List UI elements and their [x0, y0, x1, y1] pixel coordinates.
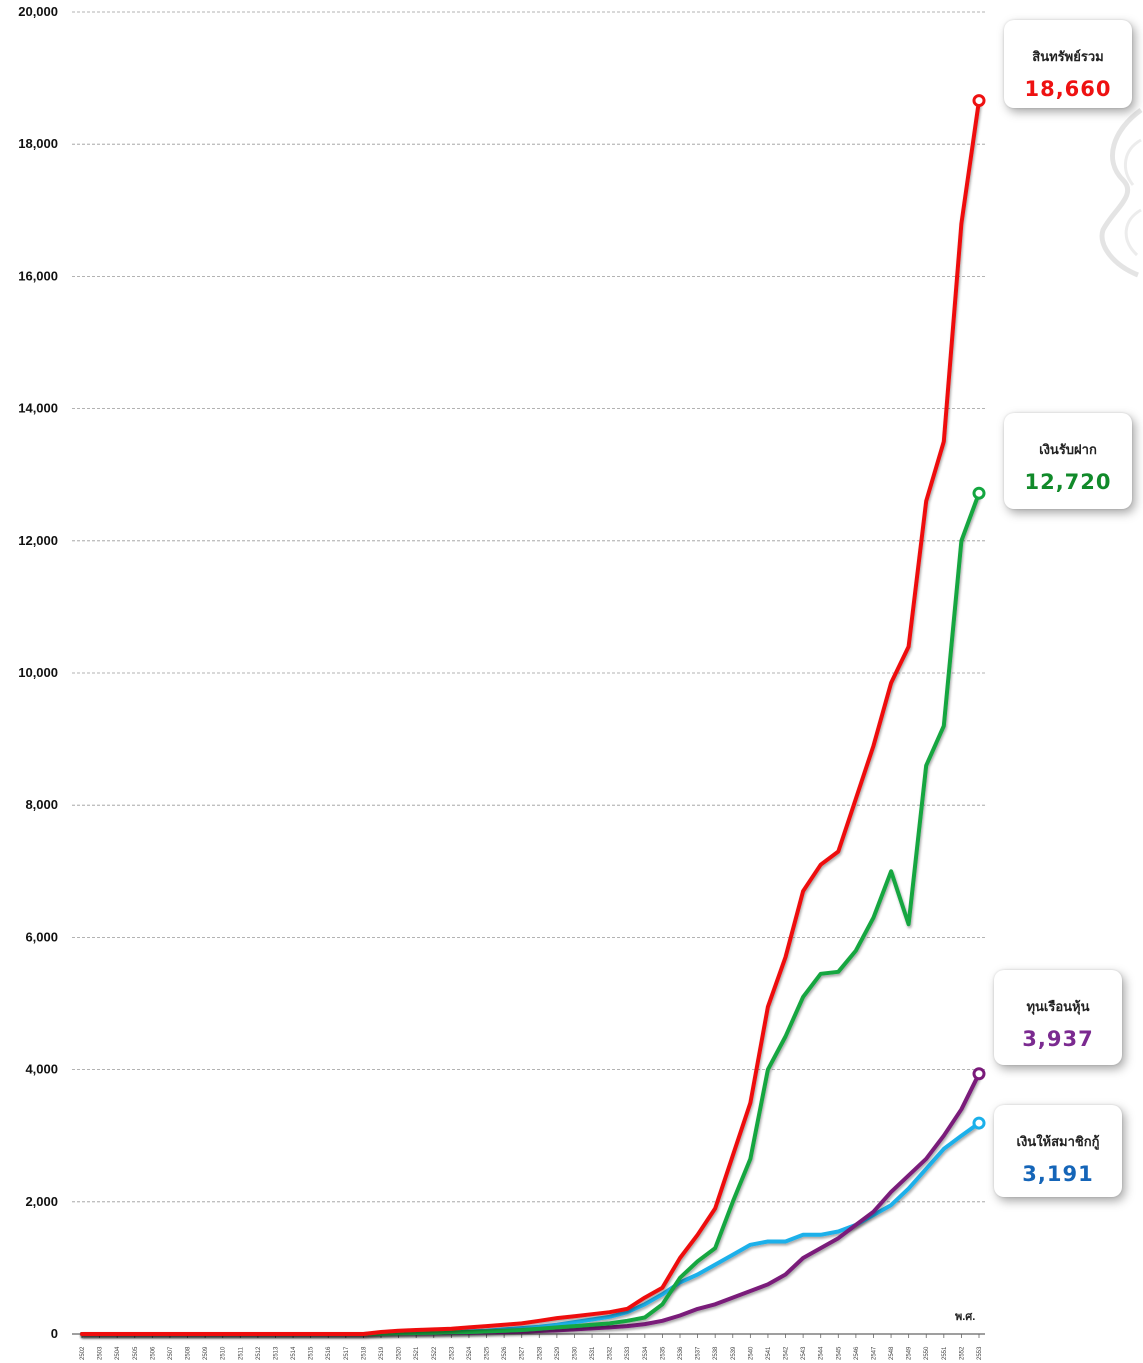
x-tick-label: 2525: [485, 1346, 491, 1360]
x-tick-label: 2552: [959, 1346, 965, 1360]
series-end-marker: [972, 1116, 986, 1130]
x-tick-label: 2512: [256, 1346, 262, 1360]
x-tick-label: 2536: [678, 1346, 684, 1360]
x-tick-label: 2527: [520, 1346, 526, 1360]
x-tick-label: 2532: [608, 1346, 614, 1360]
x-tick-label: 2506: [150, 1346, 156, 1360]
card-title: สินทรัพย์รวม: [1032, 50, 1104, 65]
x-tick-label: 2537: [696, 1346, 702, 1360]
y-tick-label: 16,000: [18, 268, 58, 283]
x-tick-label: 2509: [203, 1346, 209, 1360]
card-value: 3,937: [1022, 1027, 1094, 1051]
x-tick-label: 2540: [748, 1346, 754, 1360]
x-tick-label: 2534: [643, 1346, 649, 1360]
x-axis-unit-label: พ.ศ.: [955, 1311, 975, 1323]
x-tick-label: 2541: [766, 1346, 772, 1360]
x-tick-label: 2543: [801, 1346, 807, 1360]
series-line: [80, 1121, 981, 1336]
x-tick-label: 2538: [713, 1346, 719, 1360]
y-axis-ticks: 0 2,000 4,000 6,000 8,000 10,000 12,000 14,000 1…: [18, 4, 58, 1341]
x-tick-label: 2539: [731, 1346, 737, 1360]
y-tick-label: 10,000: [18, 665, 58, 680]
x-tick-label: 2520: [397, 1346, 403, 1360]
x-tick-label: 2550: [924, 1346, 930, 1360]
x-tick-label: 2503: [98, 1346, 104, 1360]
legend-card-share-capital: ทุนเรือนหุ้น 3,937: [994, 970, 1122, 1065]
x-tick-label: 2507: [168, 1346, 174, 1360]
gridlines: [72, 11, 985, 1335]
x-tick-label: 2524: [467, 1346, 473, 1360]
x-tick-label: 2510: [221, 1346, 227, 1360]
x-tick-label: 2546: [854, 1346, 860, 1360]
x-tick-label: 2515: [309, 1346, 315, 1360]
card-title: ทุนเรือนหุ้น: [1026, 1000, 1090, 1015]
x-tick-label: 2523: [449, 1346, 455, 1360]
x-tick-label: 2553: [977, 1346, 983, 1360]
x-tick-label: 2517: [344, 1346, 350, 1360]
series-end-marker: [972, 1067, 986, 1081]
y-tick-label: 14,000: [18, 401, 58, 416]
y-tick-label: 0: [51, 1326, 58, 1341]
y-tick-label: 4,000: [25, 1062, 58, 1077]
y-tick-label: 6,000: [25, 929, 58, 944]
x-tick-label: 2508: [186, 1346, 192, 1360]
legend-card-total-assets: สินทรัพย์รวม 18,660: [1004, 20, 1132, 108]
series-line: [80, 1071, 981, 1336]
y-tick-label: 12,000: [18, 533, 58, 548]
card-title: เงินให้สมาชิกกู้: [1016, 1135, 1100, 1150]
series-line: [80, 491, 981, 1336]
legend-card-member-loans: เงินให้สมาชิกกู้ 3,191: [994, 1105, 1122, 1197]
y-tick-label: 8,000: [25, 797, 58, 812]
x-tick-label: 2544: [819, 1346, 825, 1360]
x-axis-ticks: 2502 2503 2504 2505 2506 2507 2508 2509 2510 2511…: [80, 1334, 983, 1360]
card-title: เงินรับฝาก: [1039, 443, 1097, 458]
series-lines: [80, 98, 981, 1336]
x-tick-label: 2504: [115, 1346, 121, 1360]
card-value: 3,191: [1022, 1162, 1094, 1186]
series-end-marker: [972, 94, 986, 108]
x-tick-label: 2547: [871, 1346, 877, 1360]
x-tick-label: 2516: [326, 1346, 332, 1360]
card-value: 12,720: [1024, 470, 1112, 494]
series-end-marker: [972, 486, 986, 500]
x-tick-label: 2535: [660, 1346, 666, 1360]
x-tick-label: 2521: [414, 1346, 420, 1360]
x-tick-label: 2502: [80, 1346, 86, 1360]
x-tick-label: 2533: [625, 1346, 631, 1360]
x-tick-label: 2549: [907, 1346, 913, 1360]
x-tick-label: 2514: [291, 1346, 297, 1360]
card-value: 18,660: [1024, 77, 1112, 101]
x-tick-label: 2542: [784, 1346, 790, 1360]
x-tick-label: 2526: [502, 1346, 508, 1360]
x-tick-label: 2531: [590, 1346, 596, 1360]
x-tick-label: 2518: [361, 1346, 367, 1360]
x-tick-label: 2551: [942, 1346, 948, 1360]
decorative-flourish-icon: [1099, 107, 1143, 278]
legend-card-deposits: เงินรับฝาก 12,720: [1004, 413, 1132, 509]
x-tick-label: 2511: [238, 1346, 244, 1360]
x-tick-label: 2522: [432, 1346, 438, 1360]
x-tick-label: 2528: [537, 1346, 543, 1360]
x-tick-label: 2529: [555, 1346, 561, 1360]
x-tick-label: 2505: [133, 1346, 139, 1360]
y-tick-label: 18,000: [18, 136, 58, 151]
x-tick-label: 2545: [836, 1346, 842, 1360]
x-tick-label: 2519: [379, 1346, 385, 1360]
y-tick-label: 2,000: [25, 1194, 58, 1209]
end-markers: [972, 94, 986, 1130]
y-tick-label: 20,000: [18, 4, 58, 19]
x-tick-label: 2513: [273, 1346, 279, 1360]
series-line: [80, 98, 981, 1336]
x-tick-label: 2530: [572, 1346, 578, 1360]
x-tick-label: 2548: [889, 1346, 895, 1360]
